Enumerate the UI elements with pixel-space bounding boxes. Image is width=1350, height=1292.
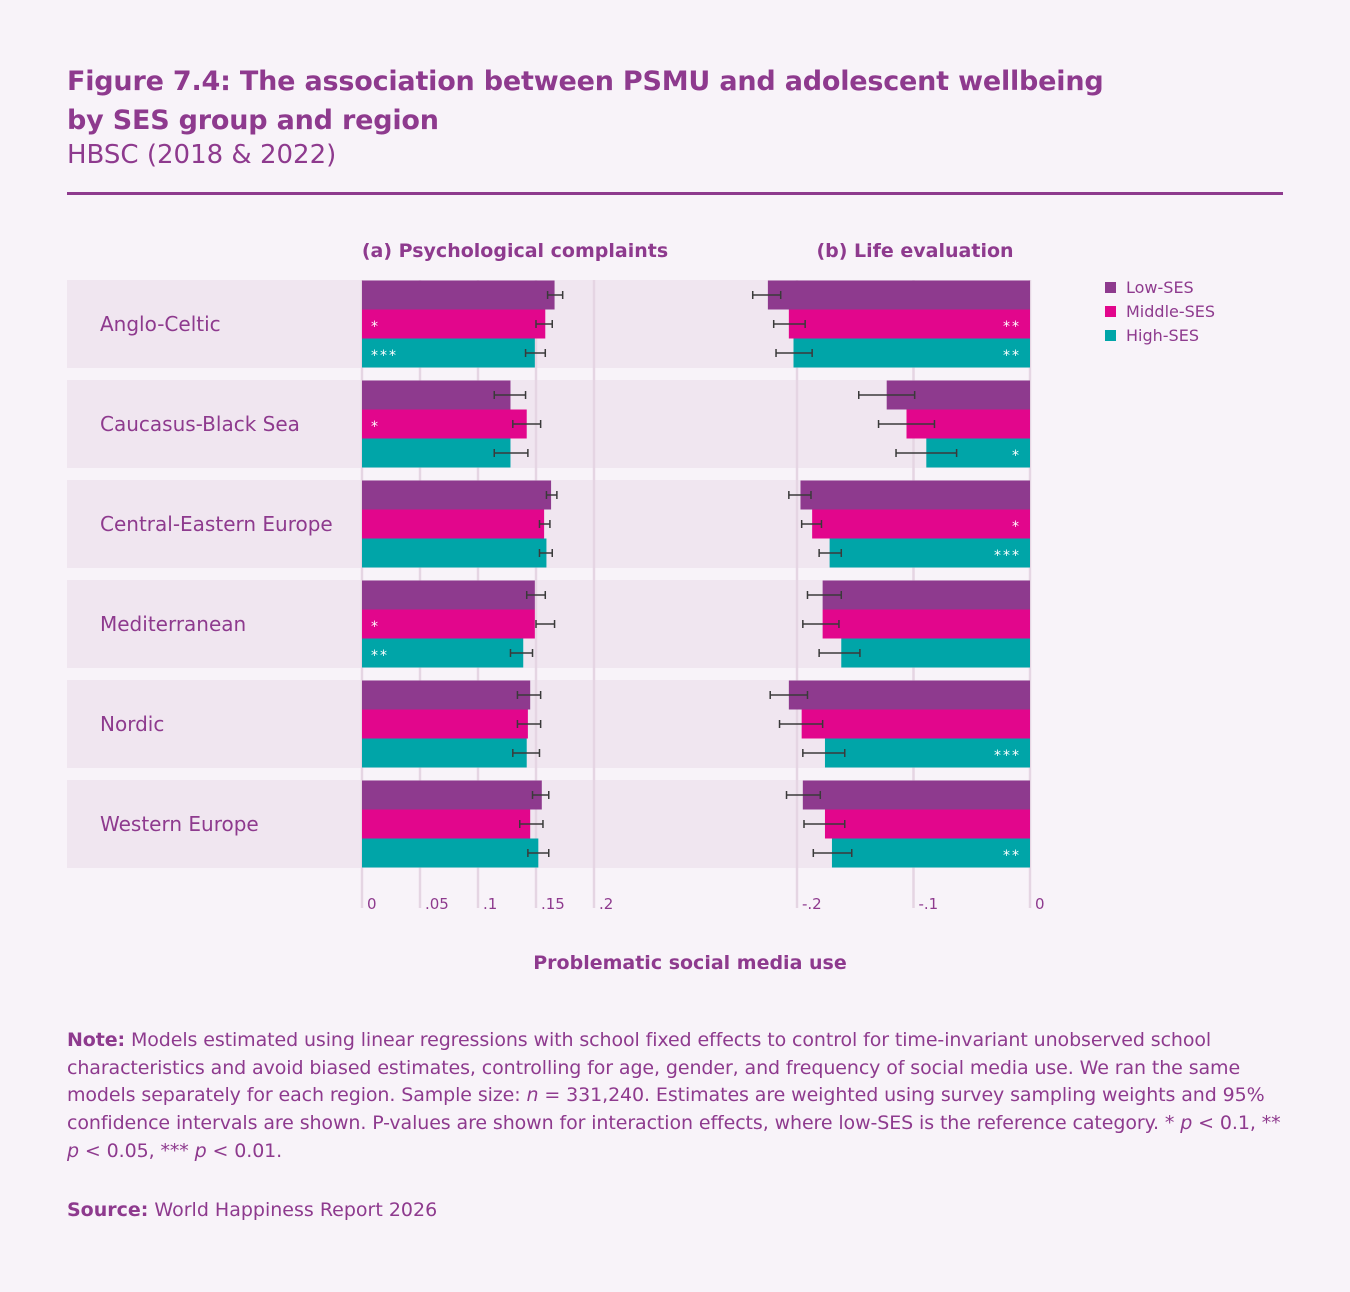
- tick-label: .2: [599, 895, 613, 913]
- significance-marker: *: [371, 319, 380, 335]
- bar-low-ses-psych: [362, 480, 552, 510]
- significance-marker: ***: [994, 548, 1021, 564]
- legend-swatch-high-ses: [1105, 330, 1116, 341]
- legend-label: High-SES: [1126, 326, 1199, 345]
- significance-marker: *: [371, 419, 380, 435]
- note-p1: p: [1180, 1112, 1193, 1135]
- significance-marker: ***: [371, 348, 398, 364]
- tick-label: 0: [1035, 895, 1045, 913]
- bar-low-ses-psych: [362, 680, 531, 710]
- source: Source: World Happiness Report 2026: [67, 1199, 437, 1221]
- significance-marker: **: [1003, 348, 1021, 364]
- bar-low-ses-life: [802, 780, 1030, 810]
- bar-high-ses-life: [831, 838, 1030, 868]
- region-label: Anglo-Celtic: [100, 312, 221, 336]
- x-axis-title: Problematic social media use: [533, 952, 846, 974]
- tick-label: 0: [367, 895, 377, 913]
- bar-low-ses-psych: [362, 580, 535, 610]
- title-line-2: by SES group and region: [67, 105, 439, 136]
- note-text-d: < 0.05, ***: [78, 1139, 195, 1162]
- significance-marker: *: [1012, 448, 1021, 464]
- bar-low-ses-life: [767, 280, 1030, 310]
- note-text-c: < 0.1, **: [1192, 1112, 1281, 1135]
- bar-low-ses-psych: [362, 280, 555, 310]
- bar-low-ses-psych: [362, 380, 511, 410]
- bar-high-ses-life: [793, 338, 1030, 368]
- bar-middle-ses-life: [812, 509, 1030, 539]
- note-p3: p: [194, 1139, 207, 1162]
- bar-middle-ses-psych: [362, 309, 546, 339]
- source-label: Source:: [67, 1199, 149, 1221]
- region-label: Nordic: [100, 712, 164, 736]
- panel-title: (b) Life evaluation: [816, 240, 1013, 262]
- note-p2: p: [67, 1139, 79, 1162]
- bar-high-ses-psych: [362, 738, 527, 768]
- figure-subtitle: HBSC (2018 & 2022): [67, 140, 337, 170]
- bar-middle-ses-life: [801, 709, 1030, 739]
- bar-middle-ses-psych: [362, 609, 535, 639]
- tick-label: .05: [425, 895, 449, 913]
- note: Note: Models estimated using linear regr…: [67, 1027, 1297, 1166]
- bar-high-ses-life: [824, 738, 1030, 768]
- note-n: n: [526, 1084, 539, 1107]
- bar-middle-ses-life: [822, 609, 1030, 639]
- note-text-b: = 331,240. Estimates are weighted using …: [67, 1084, 1265, 1135]
- significance-marker: **: [371, 648, 389, 664]
- bar-high-ses-life: [829, 538, 1030, 568]
- bar-low-ses-life: [788, 680, 1030, 710]
- significance-marker: **: [1003, 319, 1021, 335]
- title-divider: [67, 192, 1283, 195]
- tick-label: .1: [483, 895, 497, 913]
- panel-title: (a) Psychological complaints: [362, 240, 668, 262]
- bar-high-ses-life: [841, 638, 1030, 668]
- bar-middle-ses-psych: [362, 709, 528, 739]
- bar-middle-ses-life: [788, 309, 1030, 339]
- legend-label: Low-SES: [1126, 278, 1194, 297]
- bar-high-ses-psych: [362, 538, 547, 568]
- bar-low-ses-psych: [362, 780, 542, 810]
- tick-label: .15: [541, 895, 565, 913]
- tick-label: -.1: [919, 895, 939, 913]
- bar-middle-ses-life: [824, 809, 1030, 839]
- significance-marker: *: [371, 619, 380, 635]
- region-label: Mediterranean: [100, 612, 246, 636]
- legend-label: Middle-SES: [1126, 302, 1215, 321]
- significance-marker: *: [1012, 519, 1021, 535]
- figure-title: Figure 7.4: The association between PSMU…: [67, 62, 1167, 140]
- significance-marker: ***: [994, 748, 1021, 764]
- bar-high-ses-psych: [362, 338, 535, 368]
- bar-low-ses-life: [822, 580, 1030, 610]
- bar-high-ses-psych: [362, 638, 524, 668]
- note-text-e: < 0.01.: [206, 1139, 283, 1162]
- legend-swatch-low-ses: [1105, 282, 1116, 293]
- bar-low-ses-life: [800, 480, 1030, 510]
- significance-marker: **: [1003, 848, 1021, 864]
- bar-middle-ses-psych: [362, 509, 545, 539]
- bar-high-ses-psych: [362, 438, 511, 468]
- title-line-1: Figure 7.4: The association between PSMU…: [67, 66, 1104, 97]
- region-label: Caucasus-Black Sea: [100, 412, 300, 436]
- region-label: Central-Eastern Europe: [100, 512, 333, 536]
- bar-middle-ses-psych: [362, 809, 531, 839]
- note-label: Note:: [67, 1029, 126, 1051]
- bar-middle-ses-psych: [362, 409, 527, 439]
- region-label: Western Europe: [100, 812, 259, 836]
- bar-high-ses-psych: [362, 838, 539, 868]
- source-text: World Happiness Report 2026: [148, 1199, 438, 1221]
- tick-label: -.2: [802, 895, 822, 913]
- legend-swatch-middle-ses: [1105, 306, 1116, 317]
- note-text-a: Models estimated using linear regression…: [67, 1029, 1241, 1107]
- chart: ********(a) Psychological complaints0.05…: [67, 240, 1215, 974]
